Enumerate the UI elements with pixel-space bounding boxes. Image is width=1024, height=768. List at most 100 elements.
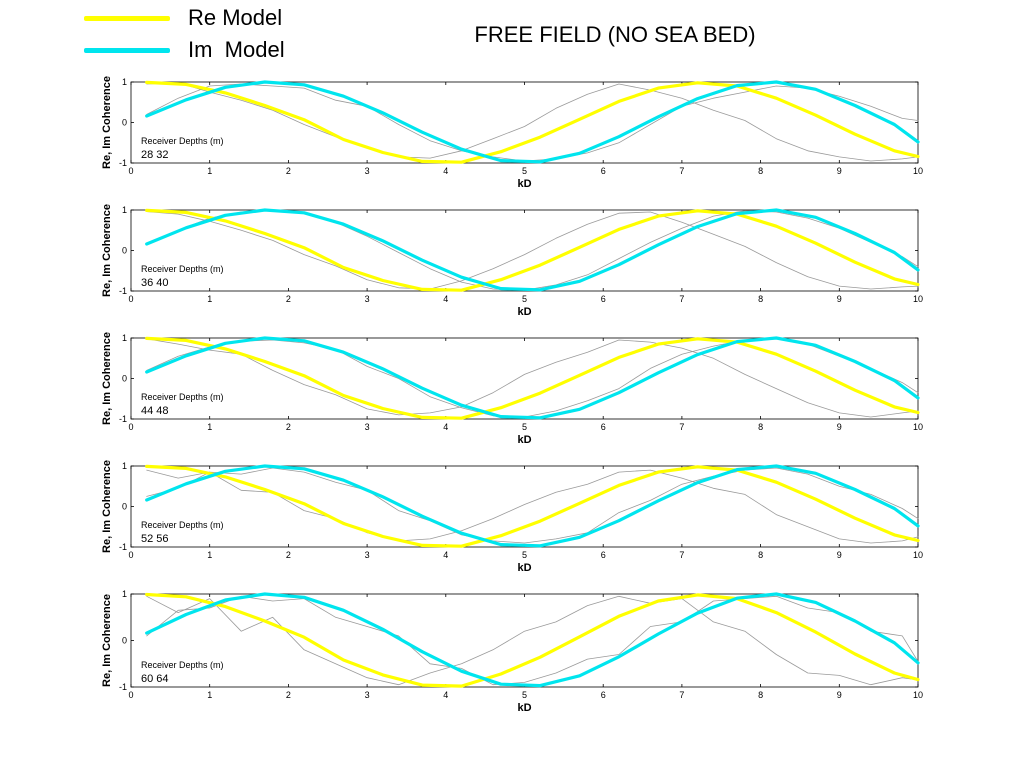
x-tick-label: 3 — [365, 550, 370, 560]
x-tick-label: 0 — [128, 690, 133, 700]
x-tick-label: 1 — [207, 422, 212, 432]
x-tick-label: 2 — [286, 166, 291, 176]
plot-frame — [130, 209, 919, 292]
y-tick-label: 0 — [122, 502, 127, 512]
x-tick-label: 0 — [128, 550, 133, 560]
y-axis-label: Re, Im Coherence — [101, 204, 113, 297]
y-tick-label: 1 — [122, 333, 127, 343]
re-model-line — [145, 464, 920, 548]
x-tick-label: 9 — [837, 422, 842, 432]
x-tick-label: 7 — [679, 690, 684, 700]
receiver-depths-value: 28 32 — [141, 149, 169, 161]
x-tick-label: 10 — [913, 422, 923, 432]
receiver-depths-value: 36 40 — [141, 277, 169, 289]
x-tick-label: 7 — [679, 550, 684, 560]
measured-line — [146, 82, 919, 162]
y-axis-label: Re, Im Coherence — [101, 332, 113, 425]
measured-line — [146, 338, 919, 418]
x-tick-label: 10 — [913, 294, 923, 304]
x-tick-label: 1 — [207, 294, 212, 304]
x-tick-label: 5 — [522, 550, 527, 560]
x-tick-label: 10 — [913, 550, 923, 560]
x-tick-label: 4 — [443, 294, 448, 304]
x-tick-label: 6 — [601, 550, 606, 560]
x-axis-label: kD — [517, 434, 531, 446]
x-tick-label: 4 — [443, 690, 448, 700]
legend: Re Model Im Model — [84, 2, 324, 62]
legend-label-re: Re Model — [188, 5, 283, 30]
re-model-line — [145, 336, 920, 420]
y-tick-label: 1 — [122, 589, 127, 599]
measured-line — [146, 595, 919, 686]
re-model-line — [145, 592, 920, 688]
x-tick-label: 8 — [758, 550, 763, 560]
y-tick-label: 0 — [122, 636, 127, 646]
chart-title: FREE FIELD (NO SEA BED) — [474, 22, 756, 47]
x-tick-label: 0 — [128, 166, 133, 176]
x-tick-label: 5 — [522, 422, 527, 432]
measured-line — [146, 338, 919, 418]
y-tick-label: -1 — [119, 682, 127, 692]
receiver-depths-value: 60 64 — [141, 673, 169, 685]
plot-frame — [130, 465, 919, 548]
receiver-depths-value: 52 56 — [141, 533, 169, 545]
re-model-line — [145, 208, 920, 292]
measured-line — [146, 83, 919, 162]
x-tick-label: 3 — [365, 166, 370, 176]
x-tick-label: 9 — [837, 166, 842, 176]
measured-line — [146, 211, 919, 290]
receiver-depths-label: Receiver Depths (m) — [141, 136, 224, 146]
measured-line — [146, 467, 919, 544]
x-tick-label: 1 — [207, 550, 212, 560]
legend-item-im-model: Im Model — [84, 36, 285, 64]
x-tick-label: 2 — [286, 690, 291, 700]
im-model-line — [145, 592, 920, 688]
x-tick-label: 6 — [601, 294, 606, 304]
x-tick-label: 5 — [522, 166, 527, 176]
x-tick-label: 6 — [601, 166, 606, 176]
x-tick-label: 0 — [128, 422, 133, 432]
y-tick-label: -1 — [119, 286, 127, 296]
y-tick-label: 1 — [122, 205, 127, 215]
receiver-depths-label: Receiver Depths (m) — [141, 264, 224, 274]
y-axis-label: Re, Im Coherence — [101, 594, 113, 687]
y-tick-label: 1 — [122, 461, 127, 471]
x-axis-label: kD — [517, 562, 531, 574]
x-tick-label: 8 — [758, 294, 763, 304]
legend-label-im: Im Model — [188, 37, 285, 62]
y-tick-label: 0 — [122, 246, 127, 256]
plot-frame — [130, 81, 919, 164]
x-tick-label: 5 — [522, 294, 527, 304]
x-tick-label: 2 — [286, 422, 291, 432]
y-tick-label: -1 — [119, 414, 127, 424]
x-tick-label: 5 — [522, 690, 527, 700]
x-tick-label: 3 — [365, 294, 370, 304]
x-axis-label: kD — [517, 702, 531, 714]
x-tick-label: 3 — [365, 690, 370, 700]
y-axis-label: Re, Im Coherence — [101, 76, 113, 169]
x-tick-label: 10 — [913, 690, 923, 700]
y-axis-label: Re, Im Coherence — [101, 460, 113, 553]
x-tick-label: 1 — [207, 166, 212, 176]
x-tick-label: 7 — [679, 166, 684, 176]
im-model-line — [145, 80, 920, 164]
y-tick-label: 0 — [122, 374, 127, 384]
x-tick-label: 6 — [601, 422, 606, 432]
legend-item-re-model: Re Model — [84, 4, 282, 32]
legend-swatch-im — [84, 47, 170, 53]
y-tick-label: -1 — [119, 542, 127, 552]
x-tick-label: 8 — [758, 690, 763, 700]
x-tick-label: 9 — [837, 294, 842, 304]
x-tick-label: 0 — [128, 294, 133, 304]
y-tick-label: -1 — [119, 158, 127, 168]
x-tick-label: 4 — [443, 550, 448, 560]
x-tick-label: 3 — [365, 422, 370, 432]
x-axis-label: kD — [517, 178, 531, 190]
x-tick-label: 9 — [837, 550, 842, 560]
x-tick-label: 7 — [679, 422, 684, 432]
